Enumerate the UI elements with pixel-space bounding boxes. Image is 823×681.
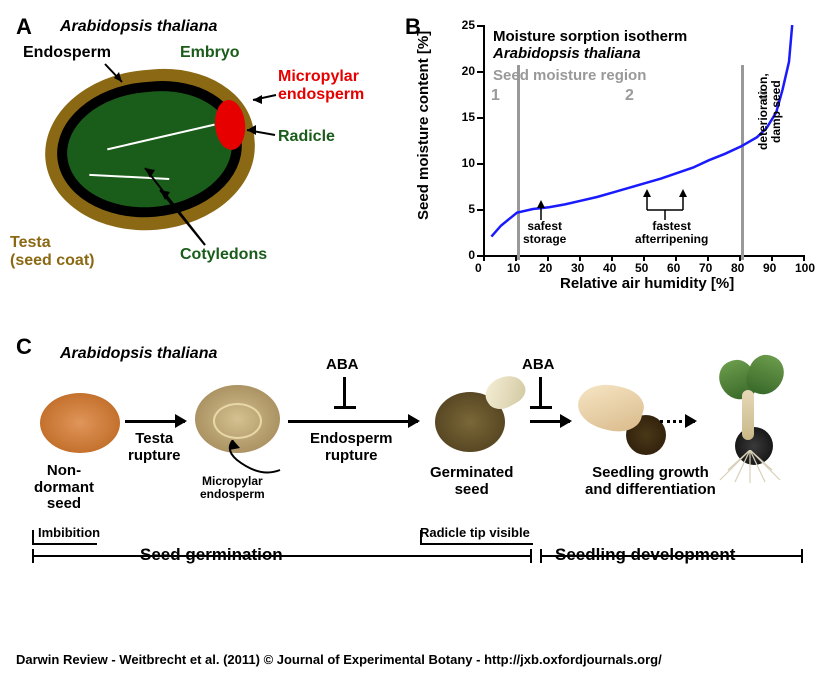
embryo-label: Embryo (180, 44, 240, 62)
cotyledon-line-1 (107, 124, 215, 151)
figure-container: A Arabidopsis thaliana Endosperm Embryo … (10, 10, 813, 671)
panel-c-species: Arabidopsis thaliana (60, 345, 217, 363)
roots (710, 450, 790, 485)
hypocotyl (742, 390, 754, 440)
testa-crack (213, 403, 262, 439)
x-axis-label: Relative air humidity [%] (560, 275, 734, 292)
tl-bar-rad (420, 543, 533, 545)
radicle-arrow (242, 125, 277, 140)
testa-rupture-label: Testa rupture (128, 431, 181, 464)
seedling-growth-label: Seedling growth and differentiation (585, 465, 716, 498)
endosperm-rupture-label: Endosperm rupture (310, 431, 393, 464)
aba-inhibit-1 (343, 377, 346, 407)
nondormant-label: Non- dormant seed (34, 463, 94, 513)
chart-plot-area: Moisture sorption isotherm Arabidopsis t… (483, 25, 805, 257)
tl-tick-germ-1 (32, 549, 34, 563)
micropylar-c-label: Micropylar endosperm (200, 475, 265, 501)
anno-safest: safest storage (523, 220, 566, 246)
tl-seedling-dev: Seedling development (555, 545, 735, 565)
chart-container: Moisture sorption isotherm Arabidopsis t… (425, 20, 815, 300)
tl-tick-1 (32, 530, 34, 544)
tl-bar-1 (32, 543, 97, 545)
micropylar-label: Micropylar endosperm (278, 68, 364, 104)
tl-radicle: Radicle tip visible (420, 525, 530, 540)
aba-label-1: ABA (326, 357, 359, 374)
citation-text: Darwin Review - Weitbrecht et al. (2011)… (16, 652, 662, 667)
testa-label: Testa (seed coat) (10, 234, 94, 270)
seedling-early-img (578, 385, 663, 460)
arrow-1 (125, 420, 185, 423)
micropylar-arrow (248, 90, 278, 105)
endosperm-arrow (100, 62, 130, 87)
seed-germinated-img (430, 377, 525, 457)
anno-fastest-arrows (635, 185, 695, 223)
panel-c-container: Arabidopsis thaliana (20, 345, 810, 625)
tl-germination: Seed germination (140, 545, 283, 565)
arrow-2 (288, 420, 418, 423)
anno-fastest: fastest afterripening (635, 220, 708, 246)
arrow-3 (530, 420, 570, 423)
endosperm-label: Endosperm (23, 44, 111, 62)
cotyledon-arrows (140, 160, 220, 250)
tl-imbibition: Imbibition (38, 525, 100, 540)
panel-a-label: A (16, 14, 32, 40)
tl-tick-germ-2 (530, 549, 532, 563)
radicle-label: Radicle (278, 128, 335, 146)
tl-tick-seed-1 (540, 549, 542, 563)
y-axis-label: Seed moisture content [%] (415, 31, 432, 220)
aba-inhibit-2 (539, 377, 542, 407)
anno-det-text: deterioration, damp seed (756, 73, 783, 150)
germinated-label: Germinated seed (430, 465, 513, 498)
anno-deterioration: deterioration, damp seed (757, 73, 783, 150)
tl-tick-seed-2 (801, 549, 803, 563)
anno-safest-arrow (535, 200, 547, 222)
panel-a-species: Arabidopsis thaliana (60, 18, 217, 36)
aba-label-2: ABA (522, 357, 555, 374)
seed-nondormant-img (40, 393, 120, 453)
arrow-4-dotted (660, 420, 695, 423)
seedling-grown-img (700, 355, 800, 480)
